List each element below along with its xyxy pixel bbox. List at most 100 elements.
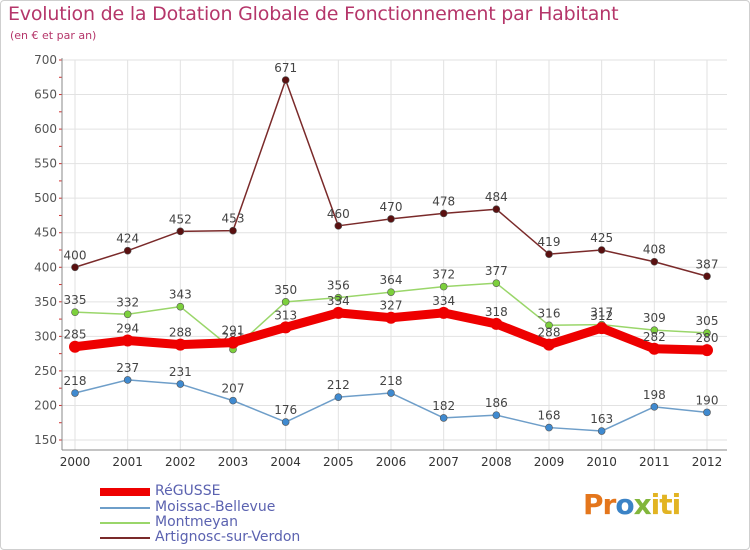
y-tick-label-400: 400 <box>34 260 57 274</box>
x-tick-label-2008: 2008 <box>481 455 512 469</box>
x-tick-label-2010: 2010 <box>586 455 617 469</box>
data-label-moissac-bellevue-2000: 218 <box>64 374 87 388</box>
data-label-moissac-bellevue-2009: 168 <box>538 409 561 423</box>
data-label-moissac-bellevue-2012: 190 <box>696 393 719 407</box>
data-label-r-gusse-2009: 288 <box>538 326 561 340</box>
data-label-r-gusse-2011: 282 <box>643 330 666 344</box>
y-tick-label-700: 700 <box>34 53 57 67</box>
x-tick-label-2003: 2003 <box>218 455 249 469</box>
data-label-artignosc-sur-verdon-2006: 470 <box>380 200 403 214</box>
data-label-montmeyan-2000: 335 <box>64 293 87 307</box>
legend-swatch-montmeyan <box>100 522 150 524</box>
data-label-moissac-bellevue-2001: 237 <box>116 361 139 375</box>
point-artignosc-sur-verdon-2000 <box>72 264 79 271</box>
x-tick-label-2006: 2006 <box>376 455 407 469</box>
data-label-artignosc-sur-verdon-2010: 425 <box>590 231 613 245</box>
data-label-artignosc-sur-verdon-2005: 460 <box>327 207 350 221</box>
point-r-gusse-2005 <box>332 307 344 319</box>
y-tick-label-200: 200 <box>34 398 57 412</box>
legend-swatch-moissac <box>100 507 150 509</box>
data-label-montmeyan-2005: 356 <box>327 279 350 293</box>
point-r-gusse-2001 <box>122 335 134 347</box>
x-tick-label-2000: 2000 <box>60 455 91 469</box>
point-artignosc-sur-verdon-2007 <box>440 210 447 217</box>
point-artignosc-sur-verdon-2005 <box>335 222 342 229</box>
data-label-r-gusse-2000: 285 <box>64 328 87 342</box>
data-label-r-gusse-2007: 334 <box>432 294 455 308</box>
point-moissac-bellevue-2006 <box>388 390 395 397</box>
legend-label-montmeyan: Montmeyan <box>155 514 238 530</box>
point-moissac-bellevue-2005 <box>335 394 342 401</box>
legend-label-moissac: Moissac-Bellevue <box>155 499 275 515</box>
x-tick-label-2009: 2009 <box>534 455 565 469</box>
point-artignosc-sur-verdon-2008 <box>493 206 500 213</box>
point-montmeyan-2001 <box>124 311 131 318</box>
logo-part-1: Pr <box>583 488 615 521</box>
legend-swatch-regusse <box>100 488 150 496</box>
legend-label-regusse: RéGUSSE <box>155 483 220 499</box>
x-tick-label-2004: 2004 <box>270 455 301 469</box>
data-label-moissac-bellevue-2003: 207 <box>222 382 245 396</box>
point-montmeyan-2007 <box>440 283 447 290</box>
point-artignosc-sur-verdon-2003 <box>230 227 237 234</box>
logo-part-4: iti <box>651 488 681 521</box>
y-tick-label-350: 350 <box>34 295 57 309</box>
x-tick-label-2002: 2002 <box>165 455 196 469</box>
x-tick-label-2012: 2012 <box>692 455 723 469</box>
y-tick-label-450: 450 <box>34 226 57 240</box>
legend-item-regusse: RéGUSSE <box>100 484 400 500</box>
point-r-gusse-2004 <box>280 321 292 333</box>
data-label-artignosc-sur-verdon-2001: 424 <box>116 232 139 246</box>
data-label-moissac-bellevue-2006: 218 <box>380 374 403 388</box>
point-r-gusse-2002 <box>174 339 186 351</box>
point-montmeyan-2002 <box>177 303 184 310</box>
data-label-montmeyan-2001: 332 <box>116 295 139 309</box>
proxiti-logo: Proxiti <box>583 488 680 521</box>
data-label-montmeyan-2009: 316 <box>538 306 561 320</box>
point-artignosc-sur-verdon-2011 <box>651 258 658 265</box>
y-tick-label-600: 600 <box>34 122 57 136</box>
point-artignosc-sur-verdon-2012 <box>704 273 711 280</box>
point-r-gusse-2003 <box>227 337 239 349</box>
data-label-moissac-bellevue-2004: 176 <box>274 403 297 417</box>
point-moissac-bellevue-2002 <box>177 381 184 388</box>
data-label-artignosc-sur-verdon-2007: 478 <box>432 194 455 208</box>
y-tick-label-550: 550 <box>34 157 57 171</box>
data-label-moissac-bellevue-2002: 231 <box>169 365 192 379</box>
data-label-artignosc-sur-verdon-2011: 408 <box>643 243 666 257</box>
data-label-r-gusse-2001: 294 <box>116 322 139 336</box>
data-label-r-gusse-2004: 313 <box>274 308 297 322</box>
legend-swatch-artignosc <box>100 537 150 539</box>
point-moissac-bellevue-2012 <box>704 409 711 416</box>
x-tick-label-2011: 2011 <box>639 455 670 469</box>
point-artignosc-sur-verdon-2001 <box>124 247 131 254</box>
data-label-artignosc-sur-verdon-2003: 453 <box>222 212 245 226</box>
point-r-gusse-2007 <box>438 307 450 319</box>
point-moissac-bellevue-2008 <box>493 412 500 419</box>
point-r-gusse-2008 <box>490 318 502 330</box>
logo-part-3: x <box>634 488 651 521</box>
point-moissac-bellevue-2004 <box>282 419 289 426</box>
point-r-gusse-2010 <box>596 322 608 334</box>
point-r-gusse-2012 <box>701 344 713 356</box>
point-moissac-bellevue-2011 <box>651 403 658 410</box>
data-label-r-gusse-2006: 327 <box>380 299 403 313</box>
y-tick-label-300: 300 <box>34 329 57 343</box>
data-label-artignosc-sur-verdon-2009: 419 <box>538 235 561 249</box>
data-label-moissac-bellevue-2010: 163 <box>590 412 613 426</box>
data-label-r-gusse-2010: 312 <box>590 309 613 323</box>
data-label-r-gusse-2002: 288 <box>169 326 192 340</box>
point-r-gusse-2000 <box>69 341 81 353</box>
point-artignosc-sur-verdon-2006 <box>388 215 395 222</box>
data-label-r-gusse-2008: 318 <box>485 305 508 319</box>
point-montmeyan-2006 <box>388 289 395 296</box>
point-moissac-bellevue-2000 <box>72 390 79 397</box>
x-tick-label-2005: 2005 <box>323 455 354 469</box>
point-r-gusse-2006 <box>385 312 397 324</box>
point-moissac-bellevue-2003 <box>230 397 237 404</box>
data-label-artignosc-sur-verdon-2012: 387 <box>696 257 719 271</box>
point-montmeyan-2000 <box>72 309 79 316</box>
data-label-artignosc-sur-verdon-2000: 400 <box>64 248 87 262</box>
point-moissac-bellevue-2001 <box>124 376 131 383</box>
point-moissac-bellevue-2007 <box>440 414 447 421</box>
